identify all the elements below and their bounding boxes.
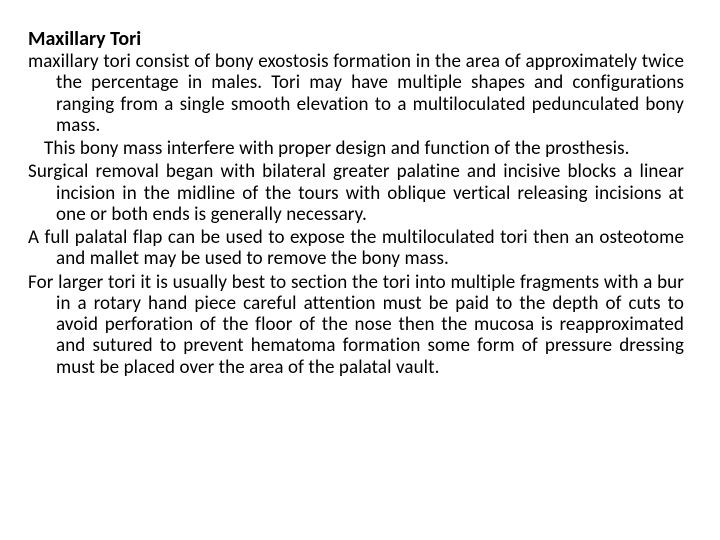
- paragraph-3: Surgical removal began with bilateral gr…: [28, 161, 684, 225]
- paragraph-5: For larger tori it is usually best to se…: [28, 272, 684, 378]
- heading-title: Maxillary Tori: [28, 28, 684, 51]
- paragraph-4: A full palatal flap can be used to expos…: [28, 227, 684, 270]
- paragraph-1: maxillary tori consist of bony exostosis…: [28, 51, 684, 136]
- slide-body: Maxillary Tori maxillary tori consist of…: [0, 0, 720, 540]
- paragraph-2: This bony mass interfere with proper des…: [36, 138, 684, 159]
